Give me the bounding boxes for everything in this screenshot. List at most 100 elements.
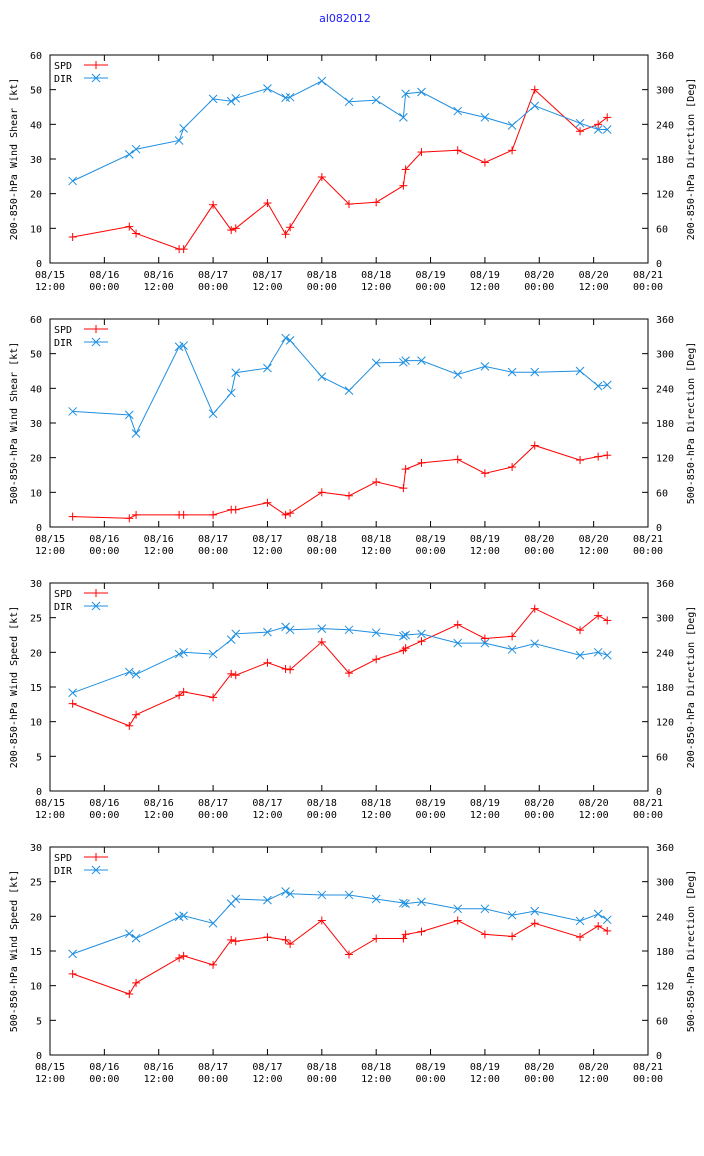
- chart2-y2tick-label: 360: [656, 315, 674, 326]
- chart3-ytick-label: 30: [30, 579, 42, 590]
- chart1-y2tick-label: 240: [656, 120, 674, 131]
- chart4-dir-point-b: [417, 897, 426, 907]
- chart2-dir-point-b: [507, 367, 517, 377]
- chart4-dir-point-b: [401, 899, 410, 908]
- chart1-xtick-date: 08/17: [252, 270, 282, 281]
- chart4-dir-point-b: [507, 910, 517, 920]
- chart4-spd-series: [68, 916, 612, 998]
- chart1-frame: [49, 54, 649, 264]
- chart3-xtick-time: 00:00: [415, 810, 445, 821]
- chart2-dir-point-b: [480, 362, 490, 371]
- chart2-y2tick-label: 60: [656, 488, 668, 499]
- chart1-y2tick-label: 0: [656, 259, 662, 270]
- chart1-dir-point-b: [317, 76, 327, 86]
- chart2-xtick-time: 12:00: [470, 546, 500, 557]
- chart4-dir-point-b: [530, 906, 540, 916]
- chart4-ytick-label: 0: [36, 1051, 42, 1062]
- chart1-dir-point-b: [231, 93, 241, 103]
- chart2-dir-point-b: [602, 380, 612, 390]
- chart4-dir-point-b: [263, 895, 272, 905]
- chart3-dir-point-b: [530, 639, 540, 649]
- chart2-y2tick-label: 0: [656, 523, 662, 534]
- chart1-xtick-date: 08/20: [524, 270, 554, 281]
- chart2-dir-point-b: [124, 410, 134, 420]
- chart4-dir-point-b: [285, 889, 295, 899]
- chart4-dir-point-b: [208, 918, 218, 928]
- chart2-xtick-date: 08/18: [307, 534, 337, 545]
- chart4-y2tick-label: 300: [656, 878, 674, 889]
- chart3-xtick-date: 08/19: [415, 798, 445, 809]
- chart2-dir-point-b: [401, 356, 410, 365]
- chart2-dir-point-b: [453, 370, 463, 379]
- chart3-dir-point-b: [593, 647, 603, 657]
- chart3-dir-point-b: [480, 638, 490, 648]
- chart4-dir-point-b: [179, 911, 188, 921]
- chart4-xtick-date: 08/20: [524, 1062, 554, 1073]
- chart2-xtick-time: 00:00: [198, 546, 228, 557]
- chart3-dir-point-b: [317, 624, 327, 633]
- chart1-dir-point-b: [575, 118, 585, 128]
- chart2-xtick-date: 08/19: [415, 534, 445, 545]
- chart4-xtick-date: 08/19: [415, 1062, 445, 1073]
- chart3-y2tick-label: 360: [656, 579, 674, 590]
- chart4-xtick-date: 08/20: [579, 1062, 609, 1073]
- chart1-dir-point-b: [124, 150, 134, 159]
- chart3-dir-point-b: [174, 649, 184, 659]
- chart4-xtick-date: 08/18: [307, 1062, 337, 1073]
- chart3-ytick-label: 10: [30, 718, 42, 729]
- chart1-dir-point-b: [602, 125, 612, 134]
- chart4-xtick-time: 00:00: [198, 1074, 228, 1085]
- chart4-y2tick-label: 0: [656, 1051, 662, 1062]
- chart4-xtick-date: 08/16: [144, 1062, 174, 1073]
- chart4-xtick-date: 08/19: [470, 1062, 500, 1073]
- chart1-dir-point-b: [507, 121, 517, 130]
- chart4-dir-point-b: [602, 915, 612, 925]
- chart3-dir-point-b: [507, 645, 517, 654]
- chart1-xtick-time: 00:00: [307, 282, 337, 293]
- chart1-y2tick-label: 300: [656, 86, 674, 97]
- chart3-xtick-date: 08/20: [579, 798, 609, 809]
- chart1-xtick-date: 08/19: [470, 270, 500, 281]
- chart2-ytick-label: 20: [30, 454, 42, 465]
- chart3-y2tick-label: 300: [656, 614, 674, 625]
- chart4-y2tick-label: 60: [656, 1016, 668, 1027]
- chart1-xtick-date: 08/18: [361, 270, 391, 281]
- chart1-dir-point-b: [174, 136, 184, 145]
- chart1-dir-point-b: [68, 176, 78, 186]
- chart1-xtick-time: 12:00: [35, 282, 65, 293]
- chart3-dir-point-b: [208, 649, 218, 659]
- chart4-y2tick-label: 120: [656, 982, 674, 993]
- chart4-dir-point-b: [317, 890, 327, 900]
- chart2-dir-point-b: [575, 366, 585, 376]
- chart4-xtick-date: 08/21: [633, 1062, 663, 1073]
- chart1-dir-point-b: [480, 113, 490, 122]
- chart3-dir-point-b: [68, 688, 78, 698]
- chart4-ytick-label: 25: [30, 878, 42, 889]
- chart3-legend-dir-marker-b: [91, 601, 101, 611]
- chart3-xtick-date: 08/19: [470, 798, 500, 809]
- chart3-xtick-date: 08/16: [89, 798, 119, 809]
- chart1-xtick-date: 08/16: [89, 270, 119, 281]
- chart2-ytick-label: 0: [36, 523, 42, 534]
- chart4-xtick-date: 08/17: [198, 1062, 228, 1073]
- chart3-xtick-time: 12:00: [470, 810, 500, 821]
- chart3-y2tick-label: 60: [656, 752, 668, 763]
- chart4-xtick-time: 00:00: [633, 1074, 663, 1085]
- chart3-xtick-date: 08/20: [524, 798, 554, 809]
- chart1-dir-point-b: [208, 94, 218, 104]
- chart4-xtick-time: 00:00: [415, 1074, 445, 1085]
- chart4-xtick-time: 00:00: [89, 1074, 119, 1085]
- chart2-dir-point-b: [226, 388, 236, 398]
- chart4-xtick-date: 08/17: [252, 1062, 282, 1073]
- chart1-dir-point-b: [453, 106, 463, 116]
- chart1-dir-point-b: [285, 92, 295, 102]
- chart1-legend-spd-label: SPD: [54, 61, 72, 72]
- chart1-dir-point-b: [263, 84, 272, 93]
- chart3-ytick-label: 15: [30, 683, 42, 694]
- chart1-xtick-time: 00:00: [633, 282, 663, 293]
- chart3-spd-series: [68, 604, 612, 730]
- chart3-ytick-label: 0: [36, 787, 42, 798]
- chart3-dir-point-b: [401, 630, 410, 640]
- chart1-legend-dir-marker-b: [91, 73, 101, 83]
